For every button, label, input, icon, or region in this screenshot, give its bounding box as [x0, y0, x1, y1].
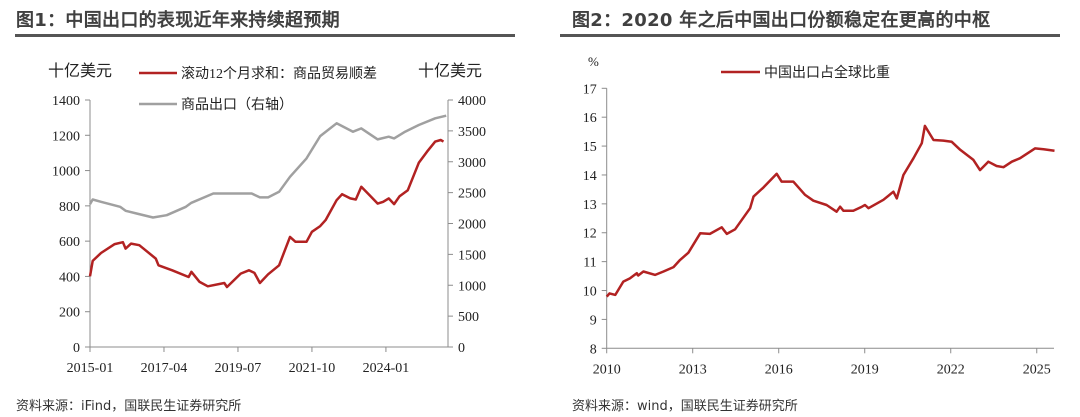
chart2-y-tick-label: 12 [583, 227, 597, 242]
chart1-right-axis-unit: 十亿美元 [418, 62, 482, 80]
chart1-legend-exports: 商品出口（右轴） [181, 97, 293, 113]
chart1-left-tick-label: 1400 [52, 94, 80, 109]
chart1-left-tick-label: 200 [59, 306, 80, 321]
chart1-left-tick-label: 1200 [52, 129, 80, 144]
chart2-axis-unit: % [588, 54, 599, 69]
figure2-title-rule [560, 34, 1060, 37]
chart1-right-tick-label: 2000 [458, 218, 486, 233]
figure1-source: 资料来源：iFind，国联民生证券研究所 [16, 399, 242, 414]
chart2-legend-share: 中国出口占全球比重 [764, 64, 890, 81]
chart1-x-tick-label: 2017-04 [141, 361, 188, 376]
chart2-x-tick-label: 2010 [593, 362, 621, 377]
chart1-right-tick-label: 3000 [458, 156, 486, 171]
chart2-y-tick-label: 13 [583, 198, 597, 213]
chart1: 0 200 400 600 800 1000 1200 1400 0 500 1000 1500 200… [52, 94, 486, 376]
chart1-left-axis-unit: 十亿美元 [48, 62, 112, 80]
chart2-y-tick-label: 8 [590, 342, 597, 357]
figure2-title: 图2：2020 年之后中国出口份额稳定在更高的中枢 [572, 10, 991, 31]
chart1-left-tick-label: 0 [73, 341, 80, 356]
chart1-left-tick-label: 400 [59, 270, 80, 285]
chart2-y-tick-label: 15 [583, 140, 597, 155]
chart1-x-tick-label: 2019-07 [215, 361, 262, 376]
figure2-source: 资料来源：wind，国联民生证券研究所 [572, 399, 798, 414]
chart2-y-tick-label: 17 [583, 82, 597, 97]
chart2-y-tick-label: 11 [583, 256, 596, 271]
chart1-x-tick-label: 2015-01 [67, 361, 114, 376]
chart1-right-tick-label: 1500 [458, 248, 486, 263]
chart1-right-tick-label: 0 [458, 341, 465, 356]
chart1-left-tick-label: 800 [59, 200, 80, 215]
chart2: 8 9 10 11 12 13 14 15 16 17 2010 2013 2016 2019 2022 20… [583, 82, 1055, 377]
chart1-legend-surplus: 滚动12个月求和：商品贸易顺差 [181, 65, 377, 82]
chart1-series-exports-line [88, 114, 447, 219]
chart2-y-tick-label: 16 [583, 111, 597, 126]
chart1-right-tick-label: 1000 [458, 279, 486, 294]
figure1-title-rule [15, 34, 515, 37]
chart2-x-tick-label: 2016 [765, 362, 793, 377]
chart2-y-tick-label: 10 [583, 285, 597, 300]
chart2-x-tick-label: 2025 [1023, 362, 1051, 377]
chart2-x-tick-label: 2013 [679, 362, 707, 377]
chart1-x-tick-label: 2021-10 [289, 361, 336, 376]
chart1-right-tick-label: 2500 [458, 187, 486, 202]
chart1-left-tick-label: 600 [59, 235, 80, 250]
chart1-right-tick-label: 3500 [458, 125, 486, 140]
chart2-y-tick-label: 14 [583, 169, 597, 184]
chart1-right-tick-label: 4000 [458, 94, 486, 109]
chart1-left-tick-label: 1000 [52, 165, 80, 180]
chart1-x-tick-label: 2024-01 [363, 361, 410, 376]
chart2-y-tick-label: 9 [590, 313, 597, 328]
chart1-series-surplus-line [88, 138, 445, 289]
chart2-x-tick-label: 2019 [851, 362, 879, 377]
chart2-x-tick-label: 2022 [937, 362, 965, 377]
figure1-title: 图1：中国出口的表现近年来持续超预期 [16, 10, 340, 31]
chart2-series-share-line [605, 124, 1055, 298]
chart1-right-tick-label: 500 [458, 310, 479, 325]
